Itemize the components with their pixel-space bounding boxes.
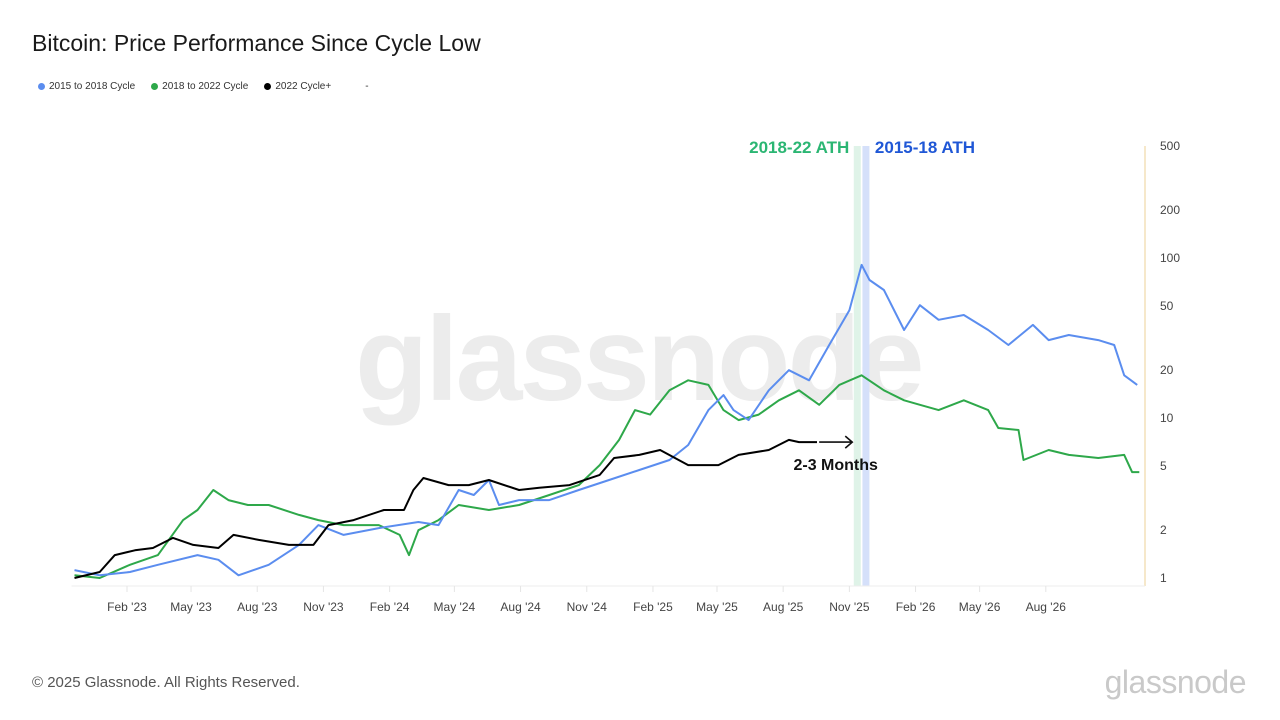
series-line-2018-to-2022-cycle — [74, 374, 1140, 579]
legend-item-extra[interactable]: - — [365, 81, 368, 92]
series-line-2015-to-2018-cycle — [74, 263, 1138, 577]
legend-dot — [264, 83, 272, 90]
y-tick-label: 200 — [1160, 203, 1180, 217]
x-tick-label: Aug '23 — [237, 600, 278, 614]
x-tick-label: Nov '23 — [303, 600, 344, 614]
ath-label-2018-22: 2018-22 ATH — [749, 138, 849, 157]
watermark: glassnode — [355, 292, 924, 426]
legend: 2015 to 2018 Cycle 2018 to 2022 Cycle 20… — [38, 81, 369, 92]
glassnode-logo: glassnode — [1104, 664, 1247, 700]
legend-label: 2022 Cycle+ — [275, 81, 332, 92]
x-tick-label: Aug '26 — [1026, 600, 1067, 614]
y-tick-label: 20 — [1160, 363, 1174, 377]
legend-item-2018-2022[interactable]: 2018 to 2022 Cycle — [151, 81, 248, 92]
legend-item-2015-2018[interactable]: 2015 to 2018 Cycle — [38, 81, 135, 92]
x-tick-label: Aug '24 — [500, 600, 541, 614]
x-tick-label: May '24 — [434, 600, 476, 614]
y-tick-label: 1 — [1160, 571, 1167, 585]
x-tick-label: Feb '25 — [633, 600, 673, 614]
ath-label-2015-18: 2015-18 ATH — [875, 138, 975, 157]
legend-dot — [151, 83, 159, 90]
x-tick-label: May '26 — [959, 600, 1001, 614]
copyright-footer: © 2025 Glassnode. All Rights Reserved. — [32, 674, 300, 691]
legend-label: - — [365, 81, 369, 92]
legend-item-2022[interactable]: 2022 Cycle+ — [264, 81, 331, 92]
y-tick-label: 2 — [1160, 523, 1167, 537]
legend-label: 2015 to 2018 Cycle — [49, 81, 136, 92]
x-tick-label: May '25 — [696, 600, 738, 614]
ath-band — [862, 146, 870, 586]
ath-band — [853, 146, 861, 586]
x-tick-label: May '23 — [170, 600, 212, 614]
y-tick-label: 100 — [1160, 251, 1180, 265]
legend-label: 2018 to 2022 Cycle — [162, 81, 249, 92]
y-tick-label: 10 — [1160, 411, 1174, 425]
chart-title: Bitcoin: Price Performance Since Cycle L… — [32, 30, 481, 56]
x-tick-label: Feb '23 — [107, 600, 147, 614]
y-tick-label: 50 — [1160, 299, 1174, 313]
x-tick-label: Feb '26 — [896, 600, 936, 614]
x-tick-label: Nov '25 — [829, 600, 870, 614]
series-line-2022-cycle- — [74, 438, 817, 579]
x-tick-label: Aug '25 — [763, 600, 804, 614]
arrow-icon — [819, 435, 854, 449]
x-tick-label: Feb '24 — [370, 600, 410, 614]
y-tick-label: 500 — [1160, 139, 1180, 153]
y-tick-label: 5 — [1160, 459, 1167, 473]
x-tick-label: Nov '24 — [567, 600, 608, 614]
months-annotation: 2-3 Months — [793, 457, 878, 474]
legend-dot — [38, 83, 45, 90]
